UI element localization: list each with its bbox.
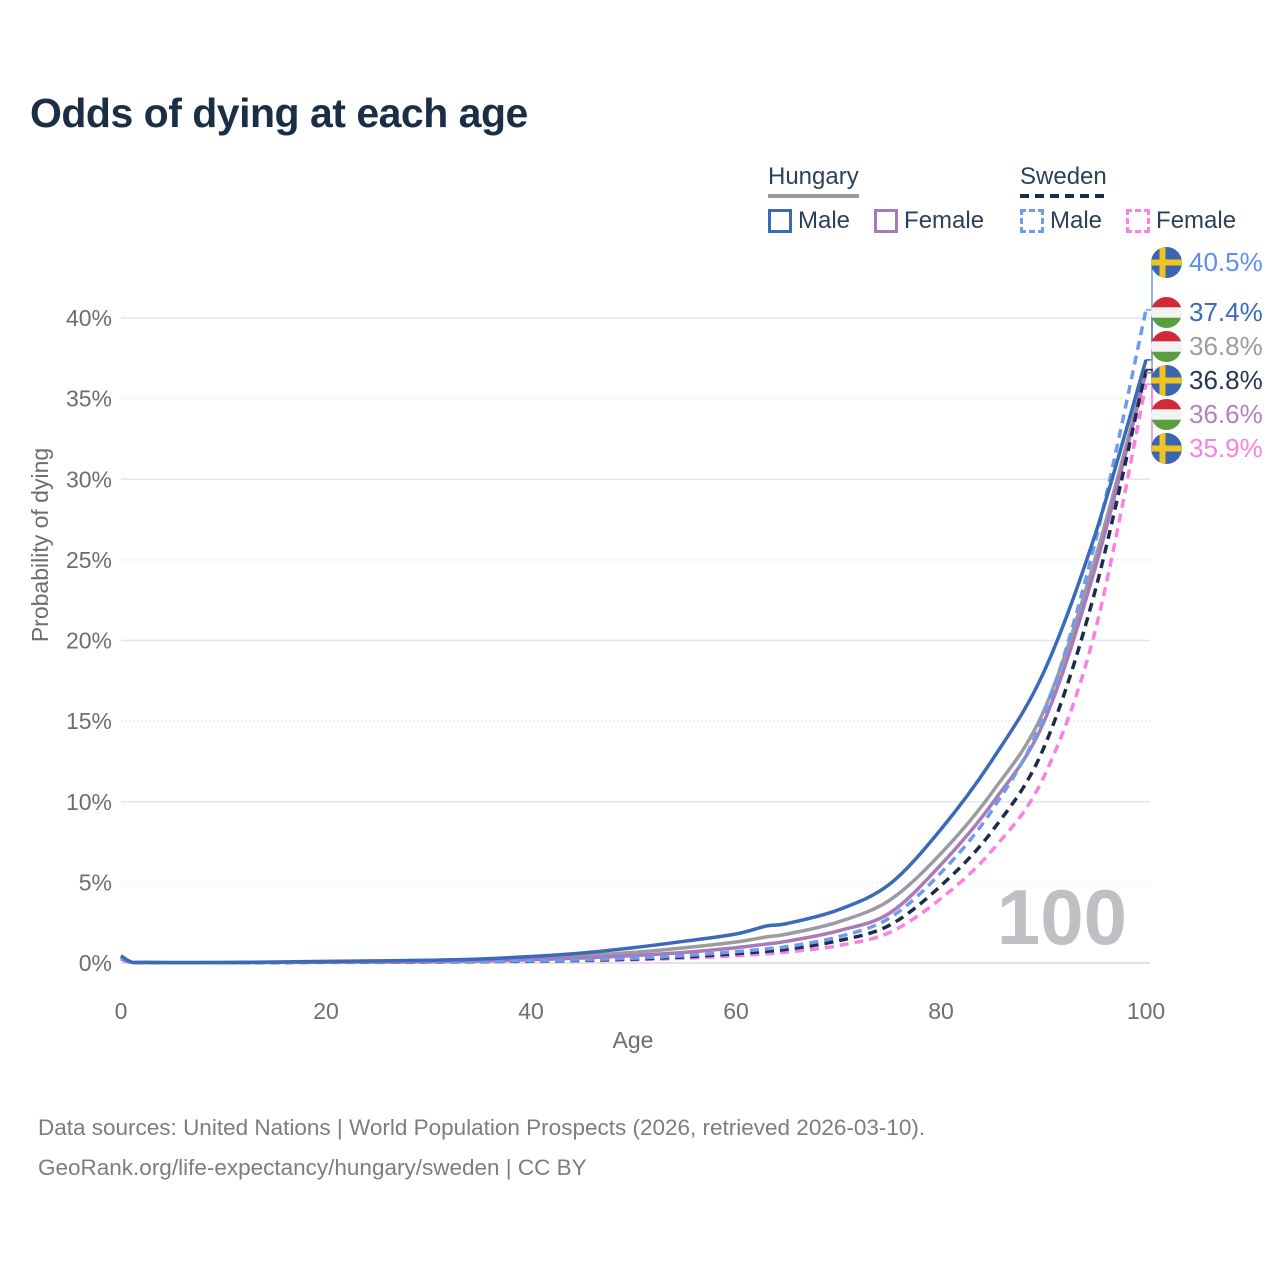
y-axis-title: Probability of dying — [27, 448, 53, 642]
footer-link: GeoRank.org/life-expectancy/hungary/swed… — [38, 1155, 587, 1180]
sweden-flag-icon — [1151, 365, 1182, 397]
footer-sources: Data sources: United Nations | World Pop… — [38, 1115, 926, 1140]
series-line-hungary[interactable] — [120, 369, 1148, 965]
legend-swatch-icon — [874, 209, 899, 233]
x-tick-label: 60 — [723, 998, 749, 1024]
y-tick-label: 30% — [66, 466, 112, 492]
end-label-value: 35.9% — [1189, 433, 1263, 464]
y-tick-label: 15% — [66, 708, 112, 734]
end-label-hungary-female: 36.6% — [1151, 399, 1263, 431]
hungary-flag-icon — [1151, 297, 1182, 329]
x-axis-title: Age — [613, 1027, 654, 1053]
series-line-sweden[interactable] — [120, 369, 1148, 965]
series-line-hungary-female[interactable] — [120, 372, 1148, 965]
end-label-value: 40.5% — [1189, 247, 1263, 278]
end-label-sweden-female: 35.9% — [1151, 433, 1263, 465]
end-label-value: 37.4% — [1189, 297, 1263, 328]
x-tick-label: 80 — [928, 998, 954, 1024]
end-label-value: 36.8% — [1189, 365, 1263, 396]
page-title: Odds of dying at each age — [30, 90, 528, 136]
legend-item-label: Female — [904, 207, 985, 234]
legend-item-sweden-female[interactable]: Female — [1126, 207, 1236, 235]
legend-group-title: Sweden — [1020, 163, 1107, 190]
legend-group-hungary: Hungary Male Female — [768, 163, 984, 235]
y-tick-label: 5% — [79, 869, 112, 895]
legend-swatch-icon — [768, 209, 792, 233]
end-label-value: 36.6% — [1189, 399, 1263, 430]
y-tick-label: 10% — [66, 789, 112, 815]
sweden-flag-icon — [1151, 247, 1182, 279]
series-line-sweden-female[interactable] — [120, 383, 1148, 965]
hungary-flag-icon — [1151, 331, 1182, 363]
series-line-sweden-male[interactable] — [120, 309, 1148, 965]
hungary-flag-icon — [1151, 399, 1182, 431]
legend-item-hungary-male[interactable]: Male — [768, 207, 850, 235]
legend-line-style-sample — [1020, 194, 1107, 198]
legend-group-sweden: Sweden Male Female — [1020, 163, 1236, 235]
legend-item-hungary-female[interactable]: Female — [874, 207, 984, 235]
legend-line-style-sample — [768, 194, 859, 198]
legend-group-title: Hungary — [768, 163, 859, 190]
x-tick-label: 0 — [115, 998, 128, 1024]
end-label-sweden: 36.8% — [1151, 365, 1263, 397]
x-tick-label: 20 — [313, 998, 339, 1024]
legend-swatch-icon — [1020, 209, 1044, 233]
end-label-sweden-male: 40.5% — [1151, 247, 1263, 279]
y-tick-label: 0% — [79, 950, 112, 976]
series-line-hungary-male[interactable] — [120, 359, 1148, 965]
legend-item-label: Female — [1156, 207, 1237, 234]
legend-item-label: Male — [798, 207, 851, 234]
end-label-hungary: 36.8% — [1151, 331, 1263, 363]
sweden-flag-icon — [1151, 433, 1182, 465]
y-tick-label: 40% — [66, 305, 112, 331]
y-tick-label: 20% — [66, 628, 112, 654]
x-tick-label: 100 — [1127, 998, 1165, 1024]
legend-item-label: Male — [1050, 207, 1103, 234]
footer: Data sources: United Nations | World Pop… — [38, 1108, 925, 1188]
legend-item-sweden-male[interactable]: Male — [1020, 207, 1102, 235]
x-tick-label: 40 — [518, 998, 544, 1024]
legend-swatch-icon — [1126, 209, 1151, 233]
y-tick-label: 25% — [66, 547, 112, 573]
end-label-value: 36.8% — [1189, 331, 1263, 362]
end-label-hungary-male: 37.4% — [1151, 297, 1263, 329]
y-tick-label: 35% — [66, 386, 112, 412]
age-watermark: 100 — [997, 873, 1127, 961]
